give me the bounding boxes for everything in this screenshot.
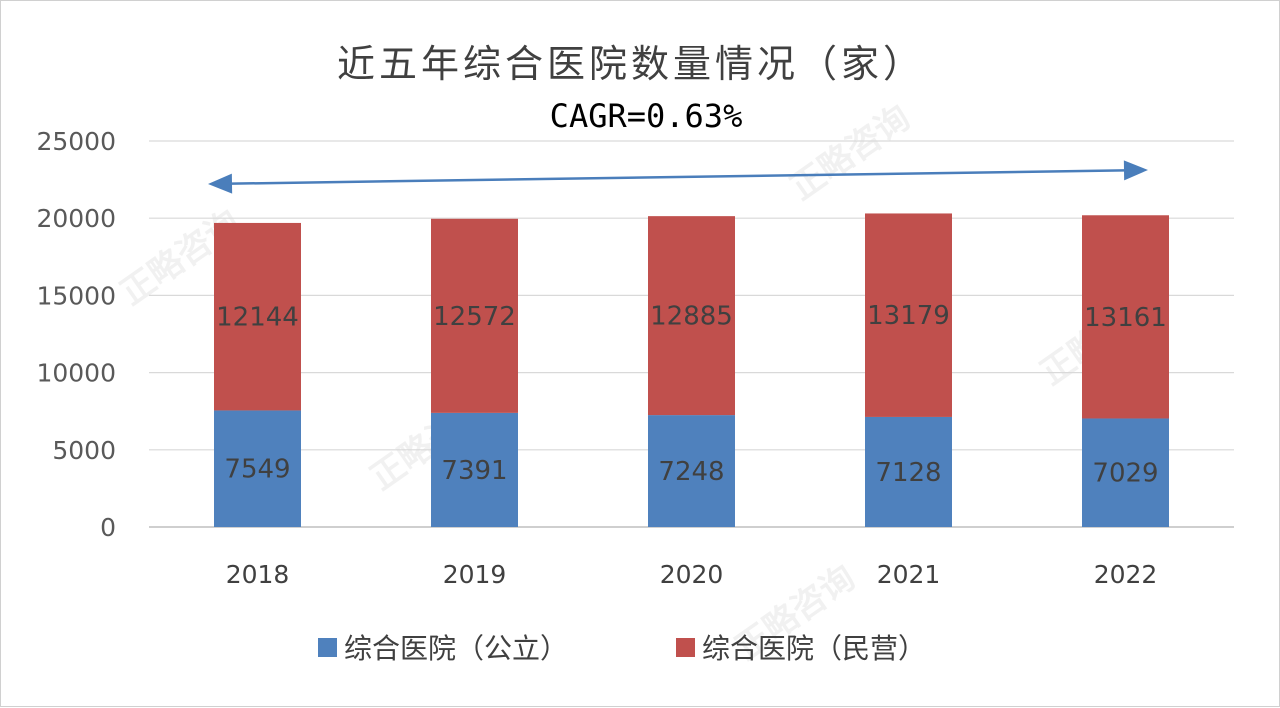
legend: 综合医院（公立） 综合医院（民营） (318, 632, 926, 665)
watermark: 正略咨询 (783, 98, 917, 209)
arrow-head-right (1123, 160, 1148, 181)
data-label: 13161 (1084, 303, 1167, 333)
bar-private (214, 222, 301, 411)
arrow-shaft (231, 169, 1125, 185)
y-tick-label: 5000 (52, 436, 116, 465)
bar-public (865, 416, 952, 527)
legend-swatch (676, 638, 695, 657)
data-label: 12885 (650, 302, 733, 332)
y-axis: 0 5000 10000 15000 20000 25000 (36, 127, 116, 542)
bar-private (648, 216, 735, 416)
x-tick-label: 2020 (660, 560, 724, 589)
data-label: 13179 (867, 301, 950, 331)
y-tick-label: 10000 (36, 359, 116, 388)
bar-private (431, 218, 518, 413)
data-label: 7248 (658, 457, 724, 487)
bar-public (431, 412, 518, 527)
bar-public (1082, 418, 1169, 527)
data-label: 7391 (441, 456, 507, 486)
data-label: 7029 (1092, 459, 1158, 489)
cagr-arrow (208, 160, 1148, 194)
data-label: 12572 (433, 302, 516, 332)
x-tick-label: 2018 (226, 560, 290, 589)
arrow-head-left (208, 173, 233, 194)
y-tick-label: 25000 (36, 127, 116, 156)
bar-private (865, 213, 952, 417)
bars (214, 213, 1169, 527)
data-label: 7128 (875, 458, 941, 488)
chart-title: 近五年综合医院数量情况（家） (337, 42, 925, 86)
chart-subtitle: CAGR=0.63% (550, 97, 743, 135)
x-tick-label: 2022 (1094, 560, 1158, 589)
data-label: 12144 (216, 303, 299, 333)
bar-private (1082, 215, 1169, 419)
legend-label: 综合医院（民营） (702, 632, 926, 665)
y-tick-label: 15000 (36, 281, 116, 310)
data-labels: 7549 12144 7391 12572 7248 12885 7128 13179 7029… (216, 301, 1167, 489)
x-axis: 2018 2019 2020 2021 2022 (226, 560, 1158, 589)
bar-public (648, 415, 735, 527)
legend-swatch (318, 638, 337, 657)
x-tick-label: 2019 (443, 560, 507, 589)
y-tick-label: 0 (100, 513, 116, 542)
x-tick-label: 2021 (877, 560, 941, 589)
data-label: 7549 (224, 455, 290, 485)
legend-label: 综合医院（公立） (344, 632, 568, 665)
y-tick-label: 20000 (36, 204, 116, 233)
bar-public (214, 410, 301, 527)
